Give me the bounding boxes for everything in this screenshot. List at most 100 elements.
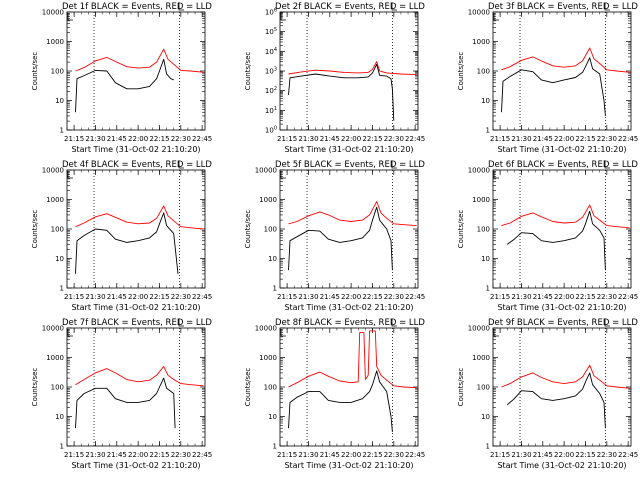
x-tick-label: 22:30 [597, 293, 617, 301]
series-line-lld [288, 61, 417, 76]
y-tick-label: 100 [51, 384, 64, 392]
y-tick-label: 100 [264, 384, 277, 392]
x-tick-label: 21:30 [85, 293, 105, 301]
y-tick-label: 1000 [472, 354, 490, 362]
x-tick-label: 22:00 [128, 135, 148, 143]
x-tick-label: 22:00 [554, 293, 574, 301]
plot-frame [66, 11, 206, 131]
chart-panel-3: Det 3f BLACK = Events, RED = LLD Counts/s… [457, 2, 638, 154]
series-line-lld [75, 365, 204, 387]
x-tick-label: 22:00 [554, 135, 574, 143]
corner-marker-icon [178, 3, 184, 11]
y-tick-label: 1 [60, 285, 64, 293]
x-tick-label: 21:15 [277, 451, 297, 459]
y-tick-label: 10 [481, 413, 490, 421]
x-tick-label: 21:30 [85, 451, 105, 459]
y-tick-label: 1000 [259, 196, 277, 204]
corner-marker-icon [178, 319, 184, 327]
plot-frame [279, 327, 419, 447]
y-tick-label: 10 [481, 97, 490, 105]
x-tick-label: 21:45 [107, 135, 127, 143]
x-tick-label: 21:15 [277, 293, 297, 301]
y-axis-label: Counts/sec [31, 210, 39, 249]
corner-marker-icon [178, 161, 184, 169]
y-tick-label: 102 [265, 86, 277, 95]
corner-marker-icon [67, 171, 73, 179]
x-tick-label: 22:15 [149, 135, 169, 143]
x-axis-label: Start Time (31-Oct-02 21:10:20) [284, 145, 413, 154]
panel-title: Det 9f BLACK = Events, RED = LLD [488, 318, 638, 328]
series-line-events [288, 206, 393, 271]
y-tick-label: 10 [268, 413, 277, 421]
x-tick-label: 22:15 [149, 451, 169, 459]
x-axis-label: Start Time (31-Oct-02 21:10:20) [71, 303, 200, 312]
y-tick-label: 1 [486, 443, 490, 451]
corner-marker-icon [391, 3, 397, 11]
y-tick-label: 100 [265, 126, 277, 135]
panel-title: Det 1f BLACK = Events, RED = LLD [62, 2, 212, 12]
x-tick-label: 21:15 [490, 451, 510, 459]
chart-panel-5: Det 5f BLACK = Events, RED = LLD Counts/s… [244, 160, 425, 312]
y-tick-label: 100 [264, 226, 277, 234]
x-tick-label: 22:00 [341, 135, 361, 143]
plot-frame [279, 11, 419, 131]
y-tick-label: 10000 [468, 325, 490, 333]
y-axis-label: Counts/sec [457, 368, 465, 407]
x-tick-label: 21:45 [107, 451, 127, 459]
y-tick-label: 105 [265, 27, 277, 36]
y-tick-label: 1000 [46, 354, 64, 362]
series-line-events [75, 58, 174, 113]
x-tick-label: 22:30 [597, 451, 617, 459]
x-tick-label: 22:00 [341, 451, 361, 459]
y-tick-label: 10000 [255, 325, 277, 333]
x-tick-label: 22:15 [362, 451, 382, 459]
plot-frame [66, 169, 206, 289]
y-tick-label: 106 [265, 8, 277, 17]
x-tick-label: 22:30 [597, 135, 617, 143]
series-line-events [75, 377, 176, 429]
x-tick-label: 21:15 [64, 293, 84, 301]
corner-marker-icon [604, 161, 610, 169]
x-tick-label: 22:45 [618, 293, 638, 301]
plot-frame [492, 11, 632, 131]
x-tick-label: 22:15 [575, 451, 595, 459]
x-tick-label: 22:30 [171, 451, 191, 459]
series-line-lld [75, 205, 204, 230]
x-tick-label: 22:00 [128, 451, 148, 459]
y-axis-label: Counts/sec [457, 52, 465, 91]
x-tick-label: 21:30 [511, 293, 531, 301]
series-line-lld [288, 330, 417, 389]
x-axis-label: Start Time (31-Oct-02 21:10:20) [284, 461, 413, 470]
corner-marker-icon [391, 319, 397, 327]
series-line-events [506, 210, 606, 271]
x-tick-label: 22:30 [171, 293, 191, 301]
corner-marker-icon [604, 319, 610, 327]
x-tick-label: 21:15 [64, 451, 84, 459]
x-tick-label: 22:15 [149, 293, 169, 301]
panel-title: Det 3f BLACK = Events, RED = LLD [488, 2, 638, 12]
series-line-lld [501, 204, 630, 229]
x-tick-label: 22:45 [618, 451, 638, 459]
y-axis-label: Counts/sec [31, 368, 39, 407]
y-tick-label: 1000 [46, 38, 64, 46]
plot-frame [66, 327, 206, 447]
corner-marker-icon [493, 13, 499, 21]
y-tick-label: 10000 [468, 167, 490, 175]
y-tick-label: 103 [265, 67, 277, 76]
x-axis-label: Start Time (31-Oct-02 21:10:20) [284, 303, 413, 312]
panel-title: Det 7f BLACK = Events, RED = LLD [62, 318, 212, 328]
y-tick-label: 10000 [255, 167, 277, 175]
x-tick-label: 21:30 [298, 451, 318, 459]
x-tick-label: 21:45 [533, 135, 553, 143]
corner-marker-icon [391, 161, 397, 169]
corner-marker-icon [493, 171, 499, 179]
x-tick-label: 22:45 [192, 451, 212, 459]
y-tick-label: 101 [265, 106, 277, 115]
series-line-events [75, 212, 179, 274]
x-tick-label: 21:30 [298, 135, 318, 143]
y-axis-label: Counts/sec [457, 210, 465, 249]
y-axis-label: Counts/sec [244, 368, 252, 407]
plot-frame [492, 327, 632, 447]
x-tick-label: 22:45 [405, 135, 425, 143]
